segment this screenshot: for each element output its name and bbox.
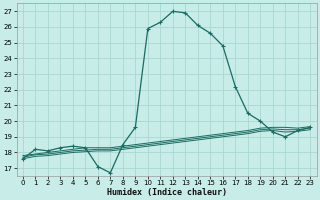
- X-axis label: Humidex (Indice chaleur): Humidex (Indice chaleur): [107, 188, 227, 197]
